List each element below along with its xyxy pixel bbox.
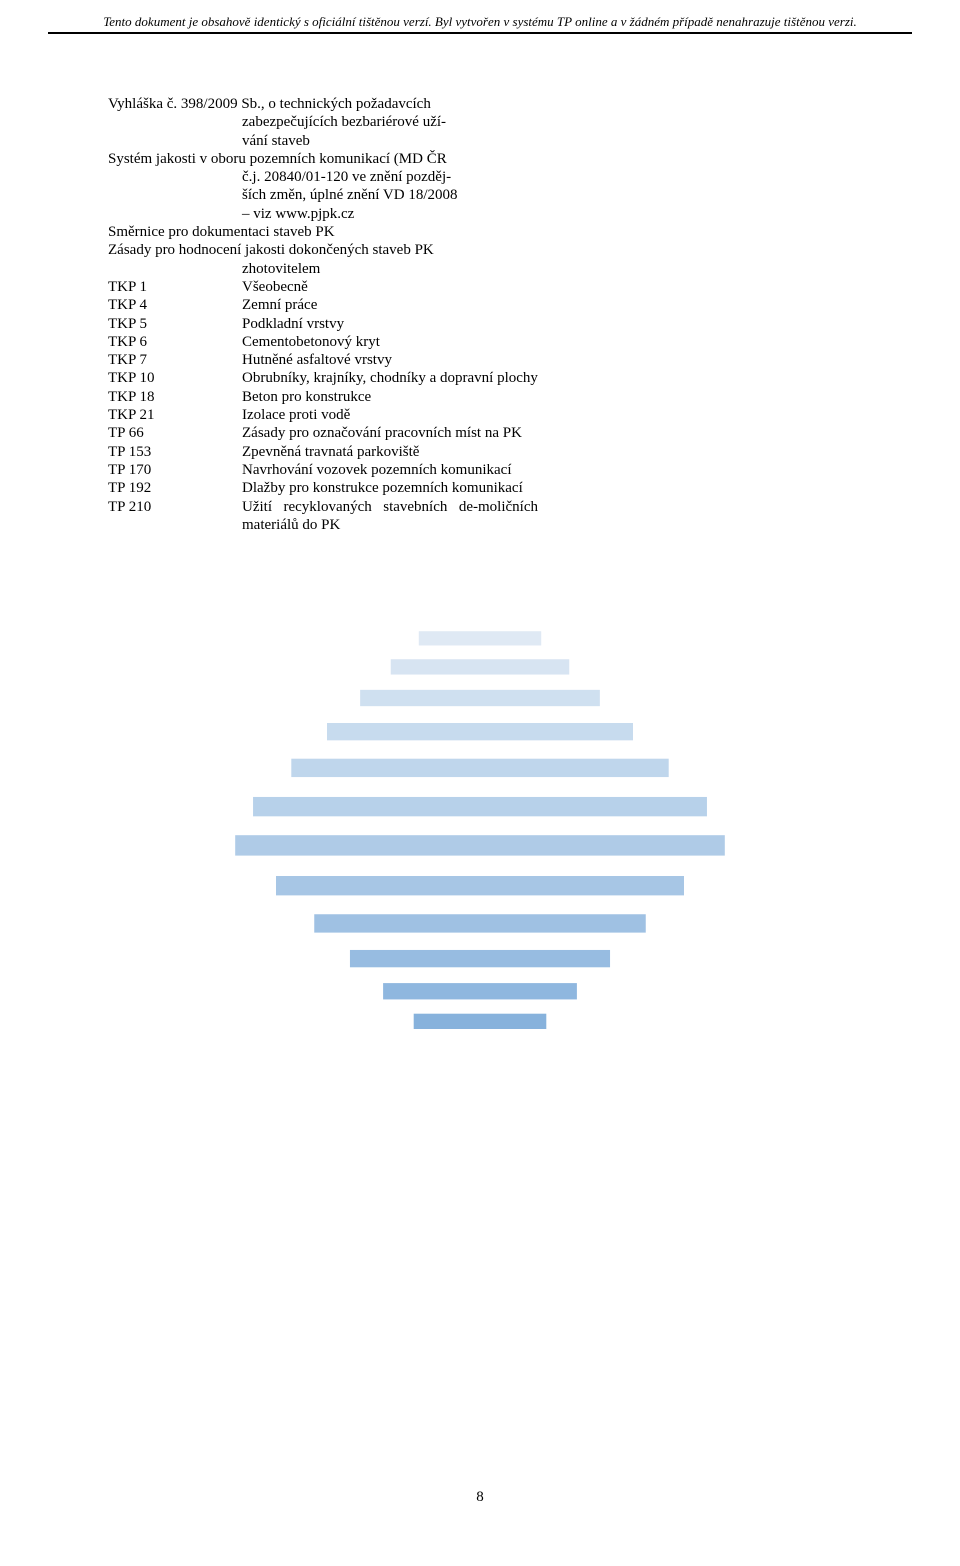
ref-cj-line1: č.j. 20840/01-120 ve znění pozděj-	[108, 168, 538, 186]
watermark-logo	[225, 570, 735, 1080]
reference-row: TKP 4Zemní práce	[108, 296, 538, 314]
reference-code: TKP 1	[108, 278, 242, 296]
reference-title: Obrubníky, krajníky, chodníky a dopravní…	[242, 369, 538, 387]
ref-smernice: Směrnice pro dokumentaci staveb PK	[108, 223, 538, 241]
reference-row: TP 192Dlažby pro konstrukce pozemních ko…	[108, 479, 538, 497]
reference-code: TKP 6	[108, 333, 242, 351]
ref-system-jakosti: Systém jakosti v oboru pozemních komunik…	[108, 150, 538, 168]
page-number: 8	[0, 1489, 960, 1506]
reference-row: TKP 5Podkladní vrstvy	[108, 315, 538, 333]
ref-vyhl-tail: , o technických požadavcích	[261, 96, 431, 112]
reference-row: TP 170Navrhování vozovek pozemních komun…	[108, 461, 538, 479]
reference-title: Užití recyklovaných stavebních de-moličn…	[242, 498, 538, 535]
reference-row: TP 210Užití recyklovaných stavebních de-…	[108, 498, 538, 535]
reference-code: TKP 18	[108, 388, 242, 406]
reference-title: Hutněné asfaltové vrstvy	[242, 351, 538, 369]
reference-row: TKP 18Beton pro konstrukce	[108, 388, 538, 406]
reference-code: TKP 7	[108, 351, 242, 369]
ref-zhotovitelem: zhotovitelem	[108, 260, 538, 278]
reference-row: TP 66Zásady pro označování pracovních mí…	[108, 424, 538, 442]
reference-code: TKP 4	[108, 296, 242, 314]
reference-code: TKP 10	[108, 369, 242, 387]
reference-title: Zásady pro označování pracovních míst na…	[242, 424, 538, 442]
reference-title: Dlažby pro konstrukce pozemních komunika…	[242, 479, 538, 497]
ref-cj-line3: – viz www.pjpk.cz	[108, 205, 538, 223]
reference-row: TP 153Zpevněná travnatá parkoviště	[108, 443, 538, 461]
ref-vyhl-num: Vyhláška č. 398/2009 Sb.	[108, 96, 261, 112]
reference-row: TKP 7Hutněné asfaltové vrstvy	[108, 351, 538, 369]
ref-zasady: Zásady pro hodnocení jakosti dokončených…	[108, 241, 538, 259]
reference-row: TKP 21Izolace proti vodě	[108, 406, 538, 424]
reference-list: TKP 1VšeobecněTKP 4Zemní práceTKP 5Podkl…	[108, 278, 538, 534]
reference-title: Cementobetonový kryt	[242, 333, 538, 351]
reference-title: Všeobecně	[242, 278, 538, 296]
ref-cj-line2: ších změn, úplné znění VD 18/2008	[108, 186, 538, 204]
reference-code: TP 192	[108, 479, 242, 497]
reference-title: Beton pro konstrukce	[242, 388, 538, 406]
reference-code: TP 170	[108, 461, 242, 479]
reference-code: TP 66	[108, 424, 242, 442]
reference-row: TKP 1Všeobecně	[108, 278, 538, 296]
document-body: Vyhláška č. 398/2009 Sb., o technických …	[108, 95, 538, 534]
reference-code: TP 153	[108, 443, 242, 461]
reference-row: TKP 6Cementobetonový kryt	[108, 333, 538, 351]
reference-title: Podkladní vrstvy	[242, 315, 538, 333]
reference-code: TKP 5	[108, 315, 242, 333]
reference-title: Navrhování vozovek pozemních komunikací	[242, 461, 538, 479]
ref-vyhl-line3: vání staveb	[108, 132, 538, 150]
reference-code: TKP 21	[108, 406, 242, 424]
reference-code: TP 210	[108, 498, 242, 535]
ref-vyhl-line2: zabezpečujících bezbariérové uží-	[108, 113, 538, 131]
reference-title: Zemní práce	[242, 296, 538, 314]
header-disclaimer: Tento dokument je obsahově identický s o…	[48, 14, 912, 34]
reference-title: Izolace proti vodě	[242, 406, 538, 424]
reference-row: TKP 10Obrubníky, krajníky, chodníky a do…	[108, 369, 538, 387]
reference-title: Zpevněná travnatá parkoviště	[242, 443, 538, 461]
